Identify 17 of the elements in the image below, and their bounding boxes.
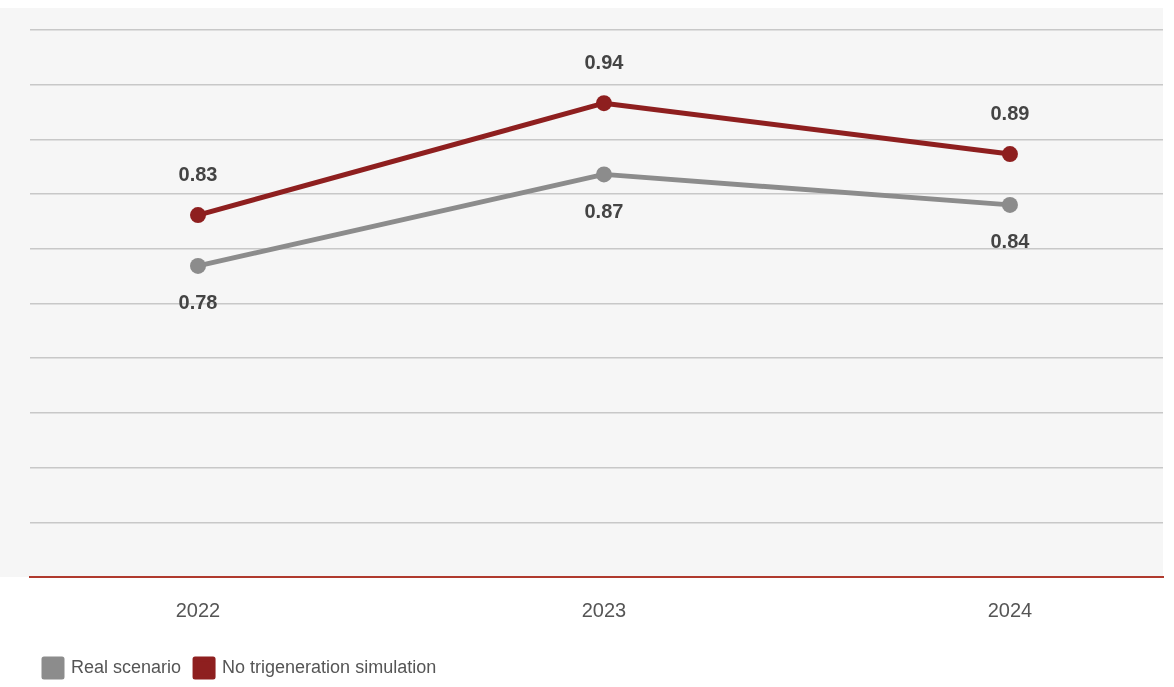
x-tick-label: 2022 [175,598,221,621]
point [1001,196,1018,213]
x-tick-label: 2024 [987,598,1033,621]
point [189,257,206,274]
data-label: 0.87 [584,199,624,222]
point [189,207,206,224]
data-label: 0.89 [990,101,1030,124]
point [595,95,612,112]
legend-label: No trigeneration simulation [222,656,437,677]
data-label: 0.84 [990,230,1031,253]
x-tick-label: 2023 [581,598,627,621]
data-label: 0.78 [178,291,218,314]
legend-label: Real scenario [71,656,182,677]
point [1001,146,1018,163]
data-label: 0.94 [584,50,625,73]
point [595,166,612,183]
data-label: 0.83 [178,162,218,185]
